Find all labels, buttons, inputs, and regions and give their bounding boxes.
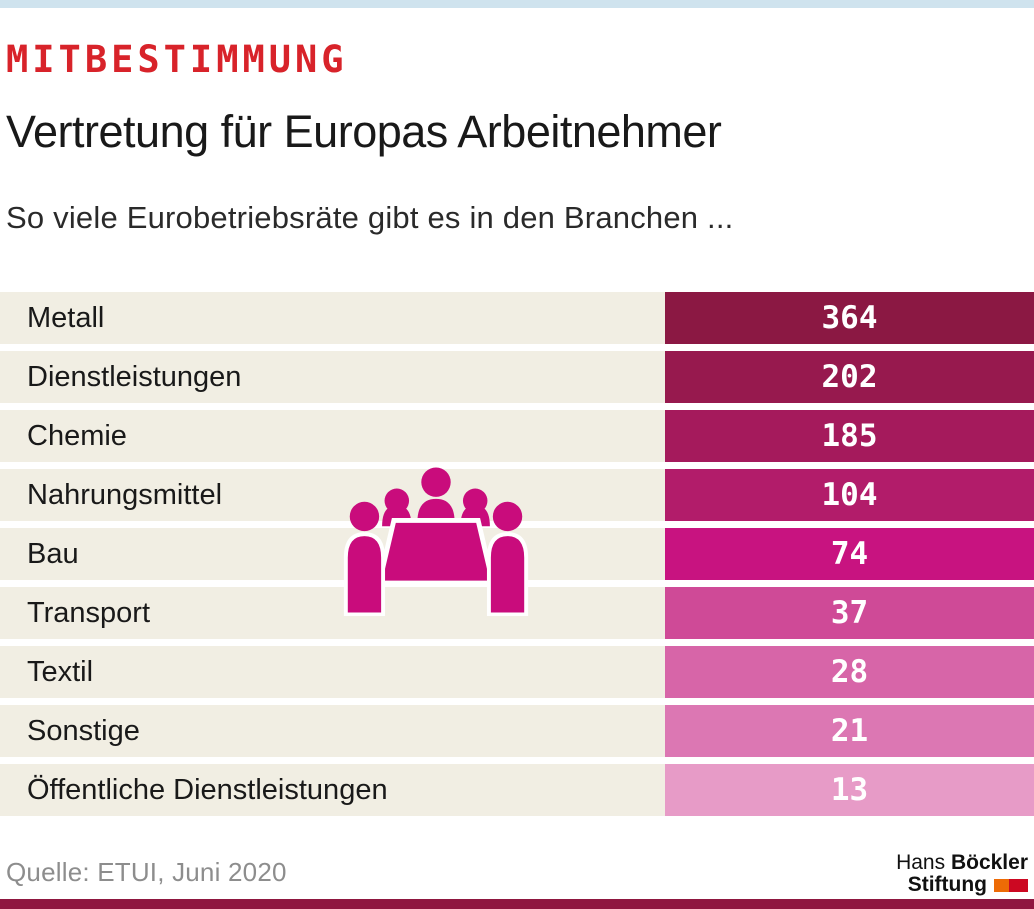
- value-cell: 74: [665, 528, 1034, 580]
- logo-line1: Hans Böckler: [896, 852, 1028, 874]
- subtitle: So viele Eurobetriebsräte gibt es in den…: [6, 200, 734, 236]
- logo-name-bold: Böckler: [950, 851, 1028, 874]
- category-label: Textil: [0, 646, 665, 698]
- category-label: Nahrungsmittel: [0, 469, 665, 521]
- category-label: Dienstleistungen: [0, 351, 665, 403]
- hbs-logo: Hans Böckler Stiftung: [896, 852, 1028, 896]
- chart-row: Sonstige 21: [0, 705, 1034, 757]
- logo-line2: Stiftung: [896, 874, 1028, 896]
- chart-row: Textil 28: [0, 646, 1034, 698]
- chart-row: Metall 364: [0, 292, 1034, 344]
- logo-name-regular: Hans: [896, 851, 946, 874]
- chart-row: Nahrungsmittel 104: [0, 469, 1034, 521]
- source-note: Quelle: ETUI, Juni 2020: [6, 857, 287, 887]
- value-cell: 104: [665, 469, 1034, 521]
- chart-row: Dienstleistungen 202: [0, 351, 1034, 403]
- value-cell: 185: [665, 410, 1034, 462]
- chart-row: Transport 37: [0, 587, 1034, 639]
- category-label: Metall: [0, 292, 665, 344]
- header: MITBESTIMMUNG Vertretung für Europas Arb…: [0, 8, 1034, 236]
- logo-flag-icon: [994, 878, 1028, 892]
- category-label: Chemie: [0, 410, 665, 462]
- value-cell: 28: [665, 646, 1034, 698]
- value-cell: 21: [665, 705, 1034, 757]
- flag-red-segment: [1009, 878, 1028, 892]
- category-label: Bau: [0, 528, 665, 580]
- bar-chart: Metall 364 Dienstleistungen 202 Chemie 185 Nah…: [0, 292, 1034, 823]
- value-cell: 202: [665, 351, 1034, 403]
- category-label: Sonstige: [0, 705, 665, 757]
- value-cell: 37: [665, 587, 1034, 639]
- value-cell: 364: [665, 292, 1034, 344]
- page-title: Vertretung für Europas Arbeitnehmer: [6, 106, 722, 158]
- meeting-table-icon: [338, 464, 534, 617]
- chart-row: Chemie 185: [0, 410, 1034, 462]
- value-cell: 13: [665, 764, 1034, 816]
- top-accent-bar: [0, 0, 1034, 8]
- flag-orange-segment: [994, 878, 1009, 892]
- category-label: Öffentliche Dienstleistungen: [0, 764, 665, 816]
- chart-row: Bau 74: [0, 528, 1034, 580]
- chart-row: Öffentliche Dienstleistungen 13: [0, 764, 1034, 816]
- bottom-accent-bar: [0, 899, 1034, 909]
- kicker: MITBESTIMMUNG: [6, 38, 348, 81]
- category-label: Transport: [0, 587, 665, 639]
- logo-stiftung: Stiftung: [907, 873, 987, 896]
